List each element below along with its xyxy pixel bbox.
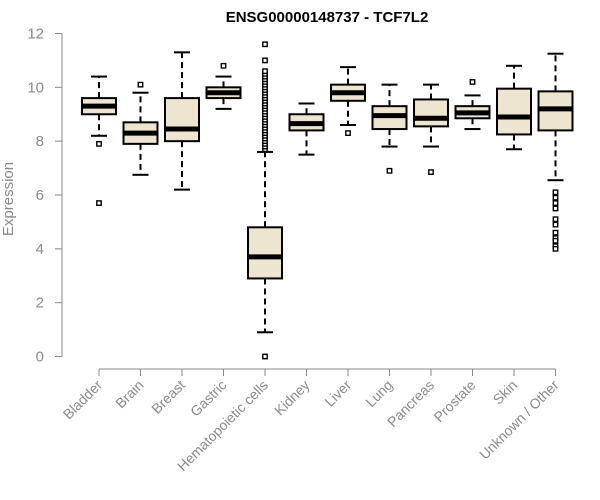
- box-group: [330, 66, 366, 136]
- outlier-point: [262, 68, 268, 75]
- outlier-point: [262, 353, 268, 360]
- y-tick-label: 0: [36, 349, 44, 366]
- chart-title: ENSG00000148737 - TCF7L2: [226, 9, 429, 26]
- iqr-box: [413, 98, 449, 128]
- box-group: [454, 79, 491, 131]
- iqr-box: [496, 87, 532, 136]
- outlier-point: [552, 237, 559, 244]
- x-tick-label: Prostate: [430, 377, 478, 425]
- outlier-point: [96, 200, 102, 206]
- box-group: [496, 64, 532, 151]
- box-group: [371, 83, 408, 174]
- box-group: [247, 41, 283, 360]
- outlier-point: [552, 205, 559, 212]
- x-tick-label: Brain: [112, 377, 146, 411]
- outlier-point: [96, 140, 102, 147]
- outlier-point: [552, 245, 559, 252]
- y-tick-label: 8: [36, 133, 44, 150]
- outlier-point: [137, 81, 144, 88]
- box-group: [122, 81, 159, 176]
- plot-area: [81, 41, 574, 360]
- outlier-point: [552, 189, 559, 196]
- x-tick-label: Liver: [321, 377, 354, 410]
- outlier-point: [428, 169, 434, 176]
- outlier-point: [552, 194, 559, 201]
- outlier-point: [552, 200, 559, 206]
- box-group: [164, 51, 200, 191]
- y-tick-label: 12: [27, 26, 44, 43]
- box-group: [537, 52, 574, 252]
- outlier-point: [386, 167, 393, 174]
- box-group: [205, 62, 242, 110]
- y-axis: 0 2 4 6 8 10 12: [27, 26, 63, 366]
- iqr-box: [247, 226, 283, 280]
- outlier-point: [552, 221, 559, 228]
- y-tick-label: 2: [36, 295, 44, 312]
- box-group: [81, 75, 117, 206]
- x-tick-label: Skin: [490, 377, 521, 408]
- outlier-point: [552, 216, 559, 223]
- y-axis-label: Expression: [0, 162, 17, 236]
- x-tick-label: Breast: [148, 377, 188, 417]
- outlier-point: [469, 79, 476, 85]
- outlier-point: [345, 130, 351, 136]
- box-group: [413, 83, 449, 176]
- x-tick-label: Unknown / Other: [476, 377, 562, 463]
- outlier-point: [552, 229, 559, 236]
- y-tick-label: 10: [27, 79, 44, 96]
- x-tick-label: Bladder: [60, 377, 106, 423]
- outlier-point: [220, 62, 227, 69]
- x-tick-label: Kidney: [271, 377, 313, 419]
- y-tick-label: 4: [36, 241, 44, 258]
- box-group: [288, 102, 325, 156]
- y-tick-label: 6: [36, 187, 44, 204]
- x-tick-label: Lung: [362, 377, 395, 410]
- outlier-point: [262, 41, 268, 48]
- outlier-point: [262, 57, 268, 64]
- iqr-box: [164, 97, 200, 143]
